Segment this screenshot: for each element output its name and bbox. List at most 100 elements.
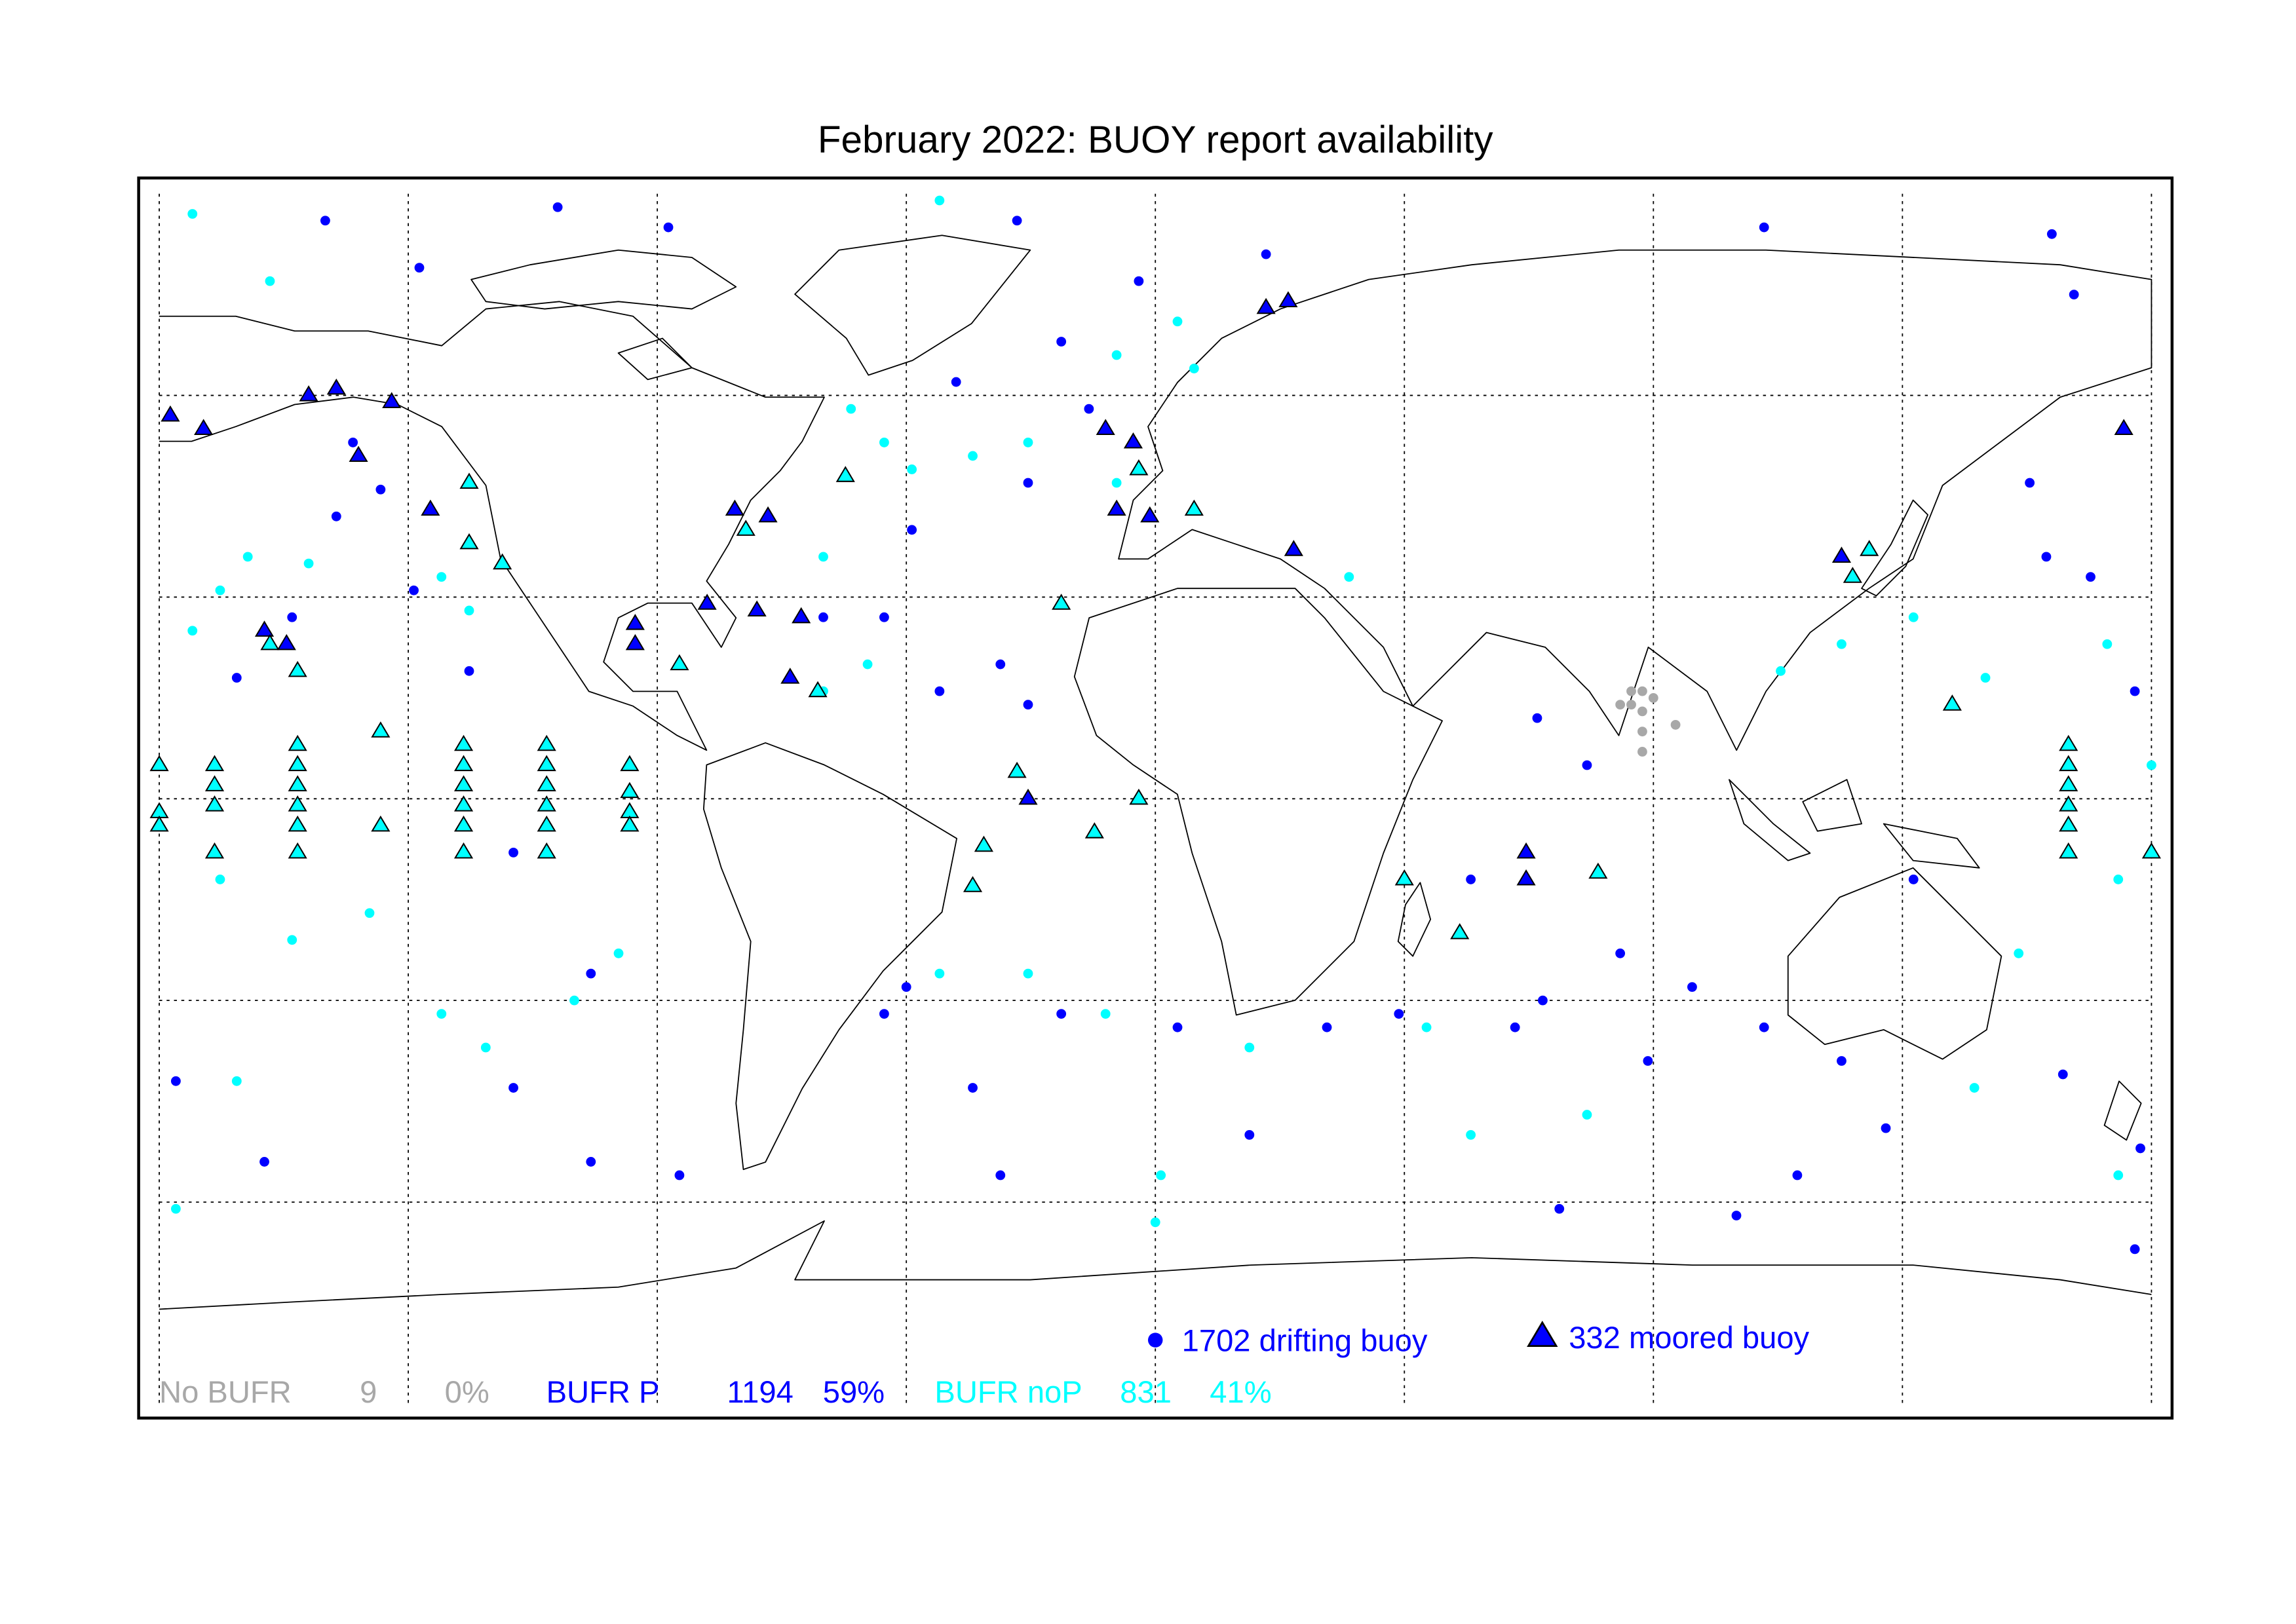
moored-buoy xyxy=(288,775,307,791)
moored-buoy xyxy=(1052,594,1071,610)
drifting-buoy xyxy=(1670,720,1681,730)
new-zealand xyxy=(2103,1080,2142,1141)
moored-buoy xyxy=(537,815,556,832)
drifting-buoy xyxy=(2069,290,2079,300)
drifting-buoy xyxy=(480,1042,491,1053)
moored-buoy xyxy=(204,755,225,772)
drifting-buoy xyxy=(1172,316,1183,327)
moored-buoy xyxy=(2059,815,2078,832)
drifting-buoy xyxy=(613,948,624,958)
drifting-buoy xyxy=(934,195,945,206)
drifting-buoy xyxy=(1134,276,1144,286)
moored-buoy xyxy=(1278,291,1298,308)
drifting-buoy xyxy=(2130,1244,2140,1255)
moored-buoy xyxy=(1018,788,1038,805)
drifting-buoy xyxy=(995,659,1006,670)
moored-buoy xyxy=(963,876,983,892)
drifting-buoy xyxy=(187,209,198,219)
moored-buoy xyxy=(1107,499,1126,516)
drifting-buoy xyxy=(2046,229,2057,239)
moored-buoy xyxy=(1096,419,1115,435)
status-count: 1194 xyxy=(727,1374,793,1409)
drifting-buoy xyxy=(1156,1170,1166,1180)
moored-buoy xyxy=(808,681,828,698)
drifting-buoy xyxy=(1023,478,1033,488)
moored-buoy xyxy=(149,755,169,772)
moored-buoy xyxy=(1516,869,1536,886)
eurasia xyxy=(1118,249,2152,751)
moored-buoy xyxy=(758,506,778,523)
moored-buoy xyxy=(620,755,640,772)
moored-buoy xyxy=(1007,761,1027,778)
moored-buoy xyxy=(736,519,756,536)
drifting-buoy xyxy=(375,484,386,495)
drifting-buoy xyxy=(287,935,297,945)
drifting-buoy xyxy=(1466,875,1476,884)
moored-buoy xyxy=(2059,775,2078,791)
drifting-buoy xyxy=(1532,713,1542,723)
moored-buoy xyxy=(288,795,307,812)
drifting-buoy xyxy=(2130,686,2140,696)
drifting-buoy xyxy=(907,464,917,474)
drifting-buoy xyxy=(674,1170,685,1180)
drifting-buoy xyxy=(586,968,596,979)
drifting-buoy xyxy=(348,438,358,447)
moored-buoy xyxy=(421,499,440,516)
drifting-buoy xyxy=(320,216,330,226)
moored-buoy xyxy=(1256,297,1276,314)
moored-buoy xyxy=(349,445,368,463)
status-percent: 59% xyxy=(823,1374,885,1409)
drifting-buoy xyxy=(464,666,474,676)
arctic-islands xyxy=(470,249,737,381)
drifting-buoy xyxy=(1637,727,1647,737)
drifting-buoy xyxy=(303,558,314,569)
drifting-buoy xyxy=(436,572,447,582)
drifting-buoy xyxy=(934,686,945,696)
drifting-buoy xyxy=(1776,666,1786,676)
drifting-buoy xyxy=(464,605,474,616)
moored-buoy xyxy=(2059,842,2078,859)
moored-buoy xyxy=(204,795,225,812)
drifting-buoy xyxy=(1012,216,1022,226)
moored-buoy xyxy=(835,466,855,482)
drifting-buoy xyxy=(879,1009,889,1019)
moored-buoy xyxy=(537,734,556,751)
moored-buoy xyxy=(697,594,717,610)
status-percent: 41% xyxy=(1210,1374,1271,1409)
moored-buoy xyxy=(459,472,479,489)
moored-buoy xyxy=(625,614,645,630)
moored-buoy xyxy=(1860,540,1879,556)
drifting-buoy xyxy=(187,626,198,636)
drifting-buoy xyxy=(862,659,873,670)
status-label: No BUFR xyxy=(159,1374,292,1409)
drifting-buoy xyxy=(1150,1217,1160,1228)
legend-label: 332 moored buoy xyxy=(1569,1320,1809,1355)
drifting-buoy xyxy=(508,847,518,858)
drifting-buoy xyxy=(1322,1022,1332,1032)
drifting-buoy xyxy=(1759,222,1769,233)
moored-buoy xyxy=(1843,567,1862,583)
drifting-buoy xyxy=(1111,478,1122,488)
drifting-buoy xyxy=(1759,1022,1769,1032)
chart-title: February 2022: BUOY report availability xyxy=(818,119,1494,161)
moored-buoy xyxy=(620,782,640,799)
drifting-buoy xyxy=(2086,572,2095,582)
drifting-buoy xyxy=(1626,686,1636,696)
drifting-buoy xyxy=(663,222,674,233)
drifting-buoy xyxy=(1881,1123,1891,1133)
north-america xyxy=(159,301,825,751)
drifting-buoy xyxy=(1056,337,1067,347)
moored-buoy xyxy=(780,668,800,684)
drifting-buoy xyxy=(1637,747,1647,757)
moored-buoy xyxy=(2059,734,2078,751)
moored-buoy xyxy=(1084,822,1104,839)
drifting-buoy xyxy=(231,673,242,683)
drifting-buoy xyxy=(1344,572,1354,582)
antarctica xyxy=(159,1220,2152,1310)
moored-buoy xyxy=(161,405,180,422)
moored-buoy xyxy=(299,385,318,402)
moored-buoy xyxy=(537,755,556,772)
drifting-buoy xyxy=(569,995,579,1006)
drifting-buoy xyxy=(170,1203,181,1214)
